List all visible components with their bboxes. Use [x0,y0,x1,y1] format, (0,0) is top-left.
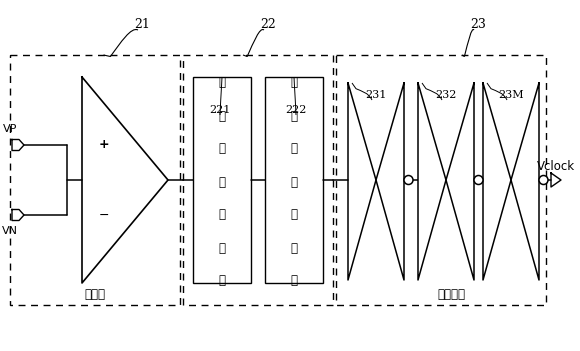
Text: 第: 第 [291,77,298,90]
Text: 级: 级 [219,143,226,155]
Text: 反相器链: 反相器链 [437,289,466,302]
Text: 电: 电 [291,241,298,254]
Text: 221: 221 [209,105,231,115]
Text: 21: 21 [134,19,150,32]
Text: 限: 限 [219,176,226,188]
Text: Vclock: Vclock [537,159,575,172]
Text: 路: 路 [219,274,226,287]
Text: 231: 231 [365,90,387,100]
Text: VP: VP [3,124,17,134]
Bar [336,55,546,305]
Text: VN: VN [2,226,18,236]
Bar [265,77,323,283]
Text: 23M: 23M [498,90,524,100]
Circle shape [404,176,413,185]
Bar [183,55,333,305]
Text: 232: 232 [436,90,456,100]
Text: 一: 一 [219,110,226,122]
Text: 二: 二 [291,110,298,122]
Text: 23: 23 [470,19,486,32]
Circle shape [474,176,483,185]
Bar [10,55,180,305]
Text: 22: 22 [260,19,276,32]
Text: 幅: 幅 [219,208,226,221]
Text: −: − [99,208,109,221]
Text: 幅: 幅 [291,208,298,221]
Text: 电: 电 [219,241,226,254]
Text: +: + [99,139,109,152]
Text: 比较器: 比较器 [85,289,106,302]
Text: 级: 级 [291,143,298,155]
Text: 222: 222 [285,105,307,115]
Bar [193,77,251,283]
Circle shape [539,176,548,185]
Text: 限: 限 [291,176,298,188]
Text: 第: 第 [219,77,226,90]
Text: 路: 路 [291,274,298,287]
